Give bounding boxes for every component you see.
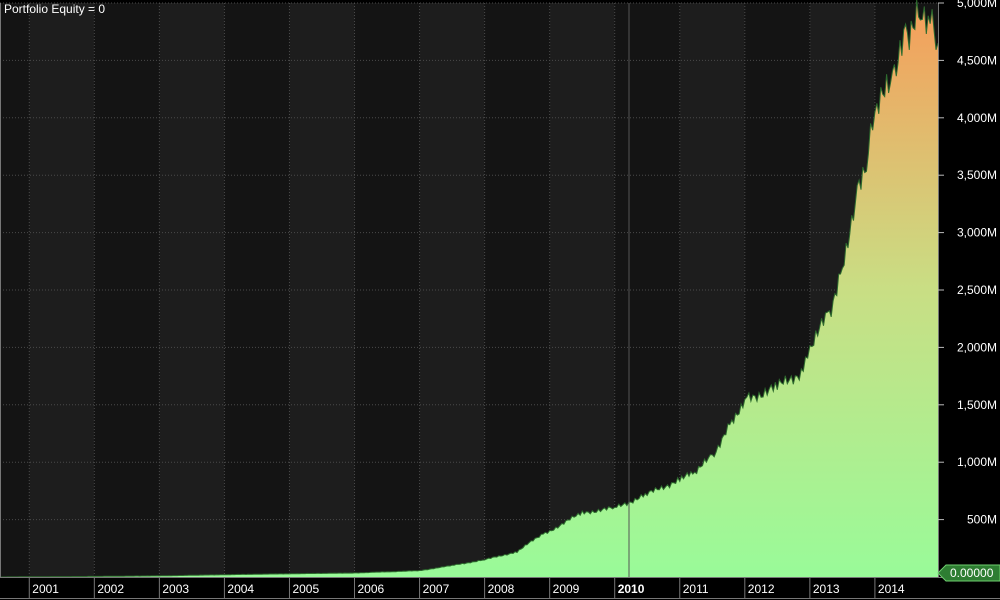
- x-tick-label: 2011: [683, 582, 709, 596]
- x-tick-label: 2002: [97, 582, 124, 596]
- x-tick-label: 2006: [358, 582, 385, 596]
- x-axis-ticks: 2001 2002 2003 2004 2005 2006 2007 2008 2009 2010…: [28, 577, 905, 598]
- year-band: [484, 3, 550, 577]
- x-tick-label: 2012: [748, 582, 775, 596]
- y-tick-label: 1,500M: [957, 398, 997, 412]
- year-band: [419, 3, 485, 577]
- equity-area: [0, 0, 938, 577]
- last-value-label: 0.00000: [950, 566, 994, 580]
- x-tick-label: 2001: [32, 582, 59, 596]
- grid-lines: [0, 2, 938, 577]
- last-value-badge: 0.00000: [937, 564, 1000, 582]
- y-tick-label: 4,500M: [957, 53, 997, 67]
- year-band: [224, 3, 290, 577]
- x-tick-label: 2014: [878, 582, 905, 596]
- year-band: [29, 3, 95, 577]
- y-tick-label: 2,500M: [957, 283, 997, 297]
- y-axis-ticks: 500M 1,000M 1,500M 2,000M 2,500M 3,000M 3,500M…: [938, 0, 997, 527]
- year-band: [614, 3, 680, 577]
- y-tick-label: 2,000M: [957, 340, 997, 354]
- chart-title: Portfolio Equity = 0: [4, 2, 105, 16]
- x-tick-label: 2004: [227, 582, 254, 596]
- x-tick-label: 2007: [423, 582, 450, 596]
- y-tick-label: 3,500M: [957, 168, 997, 182]
- plot-frame: [0, 3, 1000, 599]
- y-tick-label: 1,000M: [957, 455, 997, 469]
- x-tick-label: 2003: [162, 582, 189, 596]
- year-band: [159, 3, 225, 577]
- y-tick-label: 5,000M: [957, 0, 997, 10]
- x-tick-label: 2010: [618, 582, 645, 596]
- x-tick-label: 2005: [292, 582, 319, 596]
- x-tick-label: 2013: [813, 582, 840, 596]
- y-tick-label: 4,000M: [957, 111, 997, 125]
- y-tick-label: 3,000M: [957, 226, 997, 240]
- x-tick-label: 2009: [553, 582, 580, 596]
- x-tick-label: 2008: [488, 582, 515, 596]
- equity-line: [0, 0, 939, 578]
- y-tick-label: 500M: [967, 513, 997, 527]
